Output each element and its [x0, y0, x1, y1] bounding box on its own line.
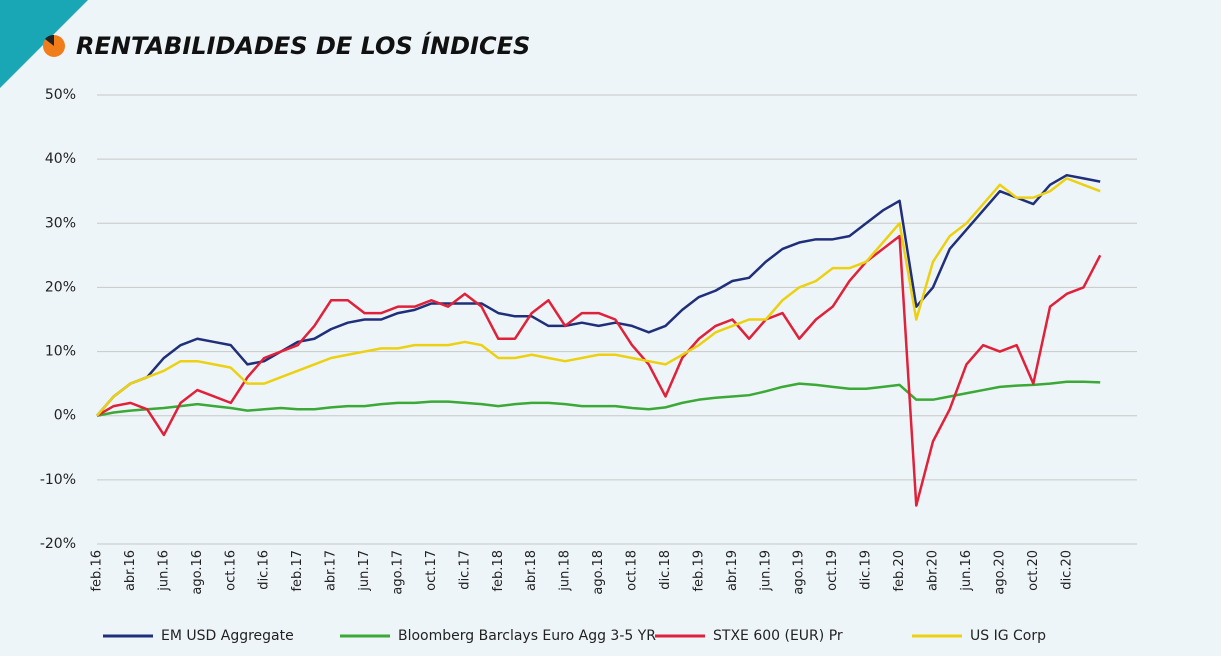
x-tick-label: jun.17 — [357, 550, 372, 592]
series-line — [96, 380, 1101, 417]
x-tick-label: feb.16 — [90, 550, 105, 592]
y-tick-label: 50% — [45, 87, 76, 103]
y-tick-label: 0% — [54, 408, 76, 424]
x-tick-label: dic.20 — [1059, 550, 1074, 590]
x-tick-label: oct.16 — [223, 550, 238, 591]
legend-label: EM USD Aggregate — [161, 628, 294, 644]
title-icon-slice — [45, 34, 54, 46]
x-tick-label: jun.18 — [558, 550, 573, 592]
x-tick-label: dic.18 — [658, 550, 673, 590]
x-tick-label: abr.17 — [324, 550, 339, 591]
x-tick-label: dic.16 — [257, 550, 272, 590]
x-tick-label: abr.18 — [524, 550, 539, 591]
x-tick-label: jun.16 — [959, 550, 974, 592]
legend-label: Bloomberg Barclays Euro Agg 3-5 YR — [398, 628, 656, 644]
x-tick-label: jun.19 — [758, 550, 773, 592]
y-tick-label: -10% — [40, 472, 76, 488]
x-tick-label: feb.18 — [491, 550, 506, 592]
x-tick-label: abr.19 — [725, 550, 740, 591]
x-tick-label: oct.17 — [424, 550, 439, 591]
x-tick-label: ago.18 — [591, 550, 606, 595]
x-tick-label: oct.19 — [825, 550, 840, 591]
x-tick-label: ago.19 — [792, 550, 807, 595]
x-tick-label: ago.16 — [190, 550, 205, 595]
x-tick-label: oct.20 — [1026, 550, 1041, 591]
x-tick-label: feb.17 — [290, 550, 305, 592]
series-line — [96, 173, 1101, 417]
x-tick-label: dic.17 — [457, 550, 472, 590]
y-tick-label: -20% — [40, 536, 76, 552]
y-tick-label: 10% — [45, 344, 76, 360]
x-tick-label: feb.19 — [691, 550, 706, 592]
chart-title: RENTABILIDADES DE LOS ÍNDICES — [76, 31, 530, 60]
x-tick-label: oct.18 — [625, 550, 640, 591]
legend-label: US IG Corp — [970, 628, 1046, 644]
y-tick-label: 30% — [45, 215, 76, 231]
x-tick-label: abr.16 — [123, 550, 138, 591]
x-tick-label: abr.20 — [926, 550, 941, 591]
x-tick-label: ago.20 — [992, 550, 1007, 595]
series-line — [96, 234, 1102, 507]
x-tick-label: feb.20 — [892, 550, 907, 592]
series-line — [96, 177, 1101, 417]
x-tick-label: ago.17 — [390, 550, 405, 595]
x-tick-label: jun.16 — [156, 550, 171, 592]
y-tick-label: 40% — [45, 151, 76, 167]
y-tick-label: 20% — [45, 279, 76, 295]
x-tick-label: dic.19 — [859, 550, 874, 590]
legend-label: STXE 600 (EUR) Pr — [713, 628, 843, 644]
